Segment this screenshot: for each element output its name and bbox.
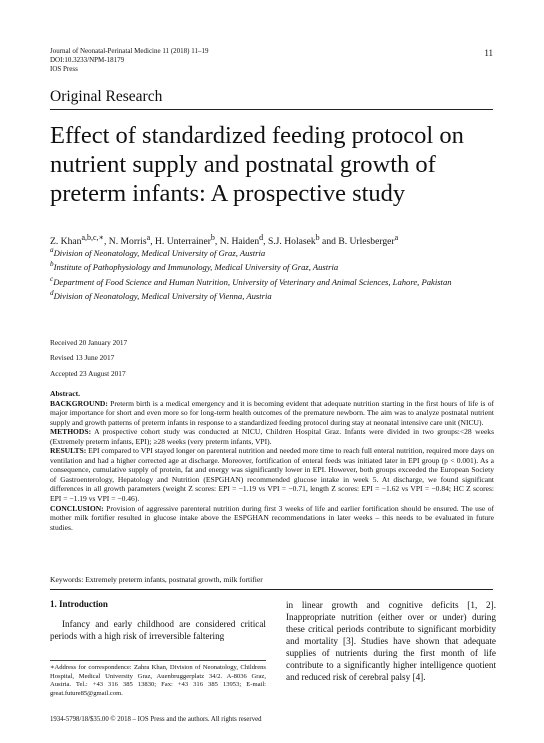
author: Z. Khana,b,c,∗, (50, 233, 109, 248)
abstract-methods: METHODS: A prospective cohort study was … (50, 427, 494, 446)
affiliation: bInstitute of Pathophysiology and Immuno… (50, 260, 339, 273)
publisher-line: IOS Press (50, 65, 78, 73)
abstract-background: BACKGROUND: Preterm birth is a medical e… (50, 398, 494, 427)
top-rule (50, 109, 493, 110)
received-date: Received 20 January 2017 (50, 338, 128, 347)
author: N. Haidend, (219, 233, 268, 248)
accepted-date: Accepted 23 August 2017 (50, 368, 126, 378)
footnote-rule (50, 660, 266, 661)
article-title: Effect of standardized feeding protocol … (50, 122, 464, 207)
abstract-conclusion: CONCLUSION: Provision of aggressive pare… (50, 503, 494, 532)
article-dates: Received 20 January 2017 Revised 13 June… (50, 335, 127, 381)
intro-right-column: in linear growth and cognitive deficits … (286, 600, 496, 682)
affiliation: aDivision of Neonatology, Medical Univer… (50, 246, 266, 258)
copyright-footer: 1934-5798/18/$35.00 © 2018 – IOS Press a… (50, 716, 262, 723)
author: H. Unterrainerb, (154, 233, 220, 248)
keywords: Keywords: Extremely preterm infants, pos… (50, 575, 263, 584)
author-list: Z. Khana,b,c,∗, N. Morrisa, H. Unterrain… (50, 232, 494, 248)
abstract-results: RESULTS: EPI compared to VPI stayed long… (50, 446, 494, 504)
affiliations: aDivision of Neonatology, Medical Univer… (50, 245, 494, 303)
journal-header: Journal of Neonatal-Perinatal Medicine 1… (50, 47, 209, 74)
author: N. Morrisa, (108, 233, 155, 248)
correspondence-footnote: ∗Address for correspondence: Zahra Khan,… (50, 664, 266, 698)
abstract: Abstract. BACKGROUND: Preterm birth is a… (50, 389, 494, 532)
introduction-heading: 1. Introduction (50, 599, 108, 609)
page-number: 11 (484, 48, 493, 58)
author: B. Urlesbergera (338, 233, 399, 248)
section-rule (50, 589, 493, 590)
section-label: Original Research (50, 88, 163, 105)
journal-line: Journal of Neonatal-Perinatal Medicine 1… (50, 47, 209, 55)
doi-line: DOI:10.3233/NPM-18179 (50, 56, 125, 64)
affiliation: dDivision of Neonatology, Medical Univer… (50, 289, 272, 302)
intro-left-column: Infancy and early childhood are consider… (50, 619, 266, 641)
author: S.J. Holasekb and (267, 233, 339, 248)
revised-date: Revised 13 June 2017 (50, 353, 115, 363)
abstract-heading: Abstract. (50, 389, 80, 398)
affiliation: cDepartment of Food Science and Human Nu… (50, 274, 452, 287)
